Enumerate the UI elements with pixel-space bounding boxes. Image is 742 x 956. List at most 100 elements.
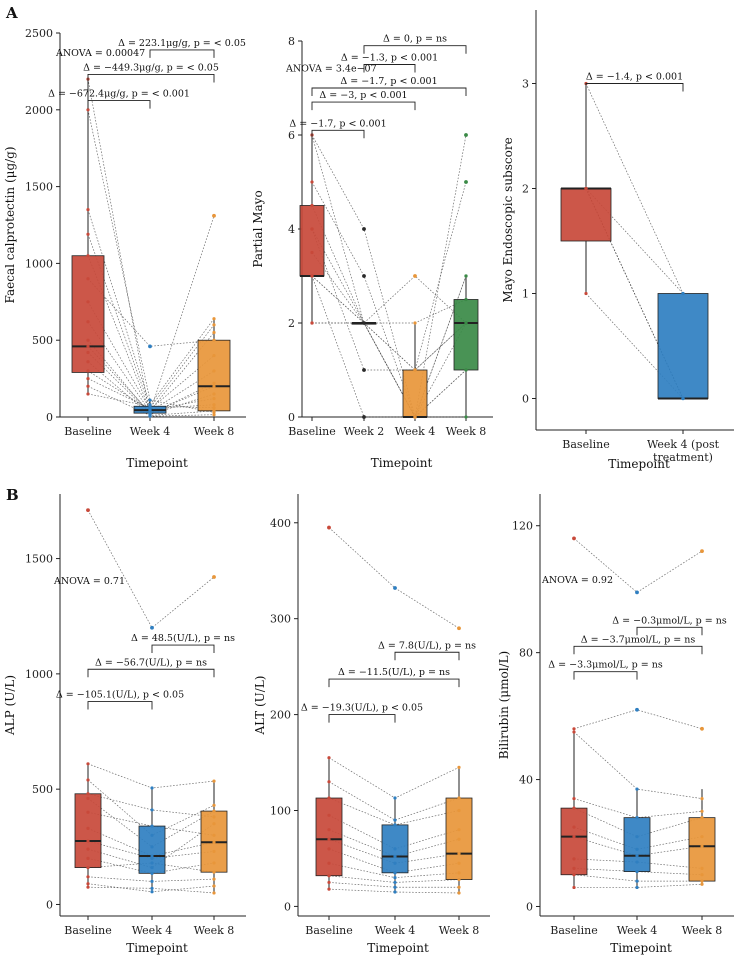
data-point [700, 797, 704, 801]
data-point [150, 856, 154, 860]
bracket-label: Δ = 7.8(U/L), p = ns [378, 640, 476, 651]
box-week-8 [197, 339, 231, 412]
y-tick-label: 3 [522, 78, 529, 91]
outlier-point [413, 274, 417, 278]
data-point [212, 803, 216, 807]
data-point [572, 730, 576, 734]
subject-line [574, 883, 703, 888]
x-tick-label: Baseline [305, 924, 352, 937]
data-point [148, 406, 152, 411]
data-point [635, 816, 639, 820]
data-point [212, 833, 216, 837]
data-point [212, 330, 216, 335]
y-tick-label: 1500 [25, 181, 53, 194]
data-point [150, 861, 154, 865]
data-point [681, 291, 685, 296]
outlier-point [572, 536, 576, 541]
data-point [310, 250, 314, 255]
significance-bracket [151, 644, 215, 654]
data-point [457, 877, 461, 882]
subject-line [87, 215, 215, 414]
x-axis-title: Timepoint [126, 941, 188, 955]
significance-bracket [87, 74, 215, 83]
data-point [327, 828, 331, 832]
subject-line [87, 209, 215, 406]
significance-bracket [363, 64, 416, 73]
outlier-point [212, 575, 216, 579]
y-tick-label: 0 [522, 393, 529, 406]
data-point [86, 344, 90, 348]
data-point [150, 890, 154, 894]
data-point [700, 882, 704, 886]
data-point [464, 368, 468, 372]
subject-line [87, 378, 215, 409]
data-point [86, 360, 90, 364]
subject-line [87, 828, 215, 857]
data-point [148, 404, 152, 408]
significance-bracket [87, 668, 215, 678]
subject-line [87, 109, 215, 413]
data-point [86, 300, 90, 304]
subject-line [312, 275, 467, 418]
x-tick-label: Week 8 [194, 425, 235, 438]
outlier-point [362, 274, 366, 278]
anova-label: ANOVA = 3.4e−07 [285, 64, 377, 75]
data-point [464, 321, 468, 325]
x-tick-label: Week 4 (post treatment) [647, 438, 720, 464]
significance-bracket [573, 671, 638, 680]
data-point [700, 835, 704, 839]
data-point [310, 180, 314, 184]
subject-line [311, 228, 467, 371]
data-point [212, 317, 216, 321]
bracket-label: Δ = −1.3, p < 0.001 [341, 53, 438, 64]
significance-bracket [311, 129, 365, 139]
x-tick-label: Baseline [64, 425, 111, 438]
bracket-label: Δ = −11.5(U/L), p = ns [338, 667, 450, 678]
outlier-point [327, 525, 331, 530]
y-tick-label: 500 [32, 783, 53, 796]
chart-bilirubin: 0 40 80 120 Baseline Week 4 Week 8 Timepoint Bil… [497, 494, 734, 955]
data-point [86, 796, 90, 800]
data-point [86, 810, 90, 814]
data-point [457, 796, 461, 800]
y-tick-label: 1000 [25, 668, 53, 681]
data-point [327, 847, 331, 851]
chart-alp: 0 500 1000 1500 Baseline Week 4 Week 8 Timepoin… [3, 494, 246, 955]
anova-label: ANOVA = 0.00047 [55, 48, 145, 59]
data-point [572, 797, 576, 801]
data-point [393, 796, 397, 800]
data-point [86, 826, 90, 830]
subject-line [328, 527, 460, 629]
subject-line [328, 882, 459, 888]
outlier-point [362, 415, 366, 419]
y-axis-title: Partial Mayo [251, 190, 265, 267]
data-point [457, 828, 461, 832]
data-point [327, 861, 331, 865]
data-point [212, 409, 216, 413]
x-axis-title: Timepoint [610, 941, 672, 955]
y-tick-label: 200 [270, 709, 291, 722]
data-point [681, 396, 685, 401]
y-tick-label: 0 [288, 411, 295, 424]
subject-line [573, 807, 703, 838]
data-point [457, 861, 461, 865]
data-point [212, 861, 216, 865]
x-tick-label: Week 8 [682, 924, 723, 937]
data-point [635, 885, 639, 890]
chart-mayo-endoscopic: 0 1 2 3 Baseline Week 4 (post treatment)Timepo… [501, 10, 734, 471]
data-point [310, 227, 314, 231]
data-point [464, 297, 468, 302]
x-axis-title: Timepoint [608, 457, 670, 471]
y-tick-label: 120 [512, 520, 533, 533]
subject-line [311, 275, 466, 418]
bracket-label: Δ = 223.1μg/g, p = < 0.05 [118, 38, 246, 49]
data-point [212, 403, 216, 407]
chart-faecal-calprotectin: 0 500 1000 1500 2000 2500 Baseline Week 4 Week 8… [3, 27, 246, 470]
box-baseline [560, 807, 588, 876]
data-point [464, 274, 468, 278]
data-point [86, 778, 90, 782]
outlier-point [464, 180, 468, 184]
data-point [635, 879, 639, 883]
box-week-4 [402, 369, 428, 418]
subject-line [311, 181, 467, 419]
